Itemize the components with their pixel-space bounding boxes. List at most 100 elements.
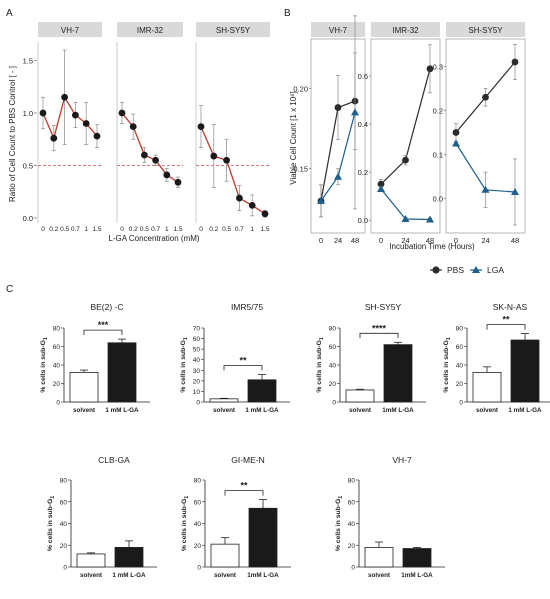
a-facet-title: IMR-32 — [137, 26, 164, 35]
c-y-axis-title: % cells in sub-G1 — [40, 337, 49, 393]
b-facet-vh-7: VH-7 0.15 0.20 0 24 48 — [293, 15, 366, 245]
c-y-tick-label: 80 — [53, 326, 61, 333]
c-chart-clb-ga: CLB-GA 0 20 40 60 80 % cells in sub-G1 solvent 1… — [47, 455, 157, 579]
c-category-label: 1mM L-GA — [382, 407, 414, 414]
a-x-tick-label: 1.5 — [173, 226, 182, 233]
legend-label: PBS — [447, 265, 464, 275]
a-data-point — [163, 171, 171, 179]
c-y-tick-label: 40 — [456, 363, 464, 370]
b-series-lga — [377, 185, 434, 223]
c-y-tick-label: 80 — [348, 478, 356, 485]
b-facet-strip — [311, 22, 365, 37]
c-category-label: solvent — [73, 407, 96, 414]
a-x-axis-title: L-GA Concentration (mM) — [108, 234, 199, 243]
a-data-point — [50, 134, 58, 142]
a-facet-strip — [196, 22, 270, 37]
c-y-tick-label: 60 — [329, 344, 337, 351]
c-y-axis-title: % cells in sub-G1 — [335, 496, 344, 552]
a-x-tick-label: 0.2 — [49, 226, 58, 233]
a-data-point — [141, 151, 148, 159]
c-chart-sh-sy5y: SH-SY5Y 0 20 40 60 80 % cells in sub-G1 solvent… — [316, 302, 426, 414]
c-bar-1-mm-l-ga — [510, 339, 540, 403]
b-y-tick-label: 0.20 — [293, 84, 308, 93]
b-y-tick-label: 0.0 — [358, 216, 368, 225]
b-facet-frame — [310, 38, 366, 234]
c-y-tick-label: 60 — [456, 344, 464, 351]
a-x-tick-label: 0.7 — [235, 226, 244, 233]
b-y-tick-label: 0.15 — [293, 165, 308, 174]
a-data-point — [152, 156, 160, 164]
c-bar-solvent — [345, 389, 375, 403]
c-bar-1mm-l-ga — [402, 548, 432, 568]
c-y-axis-title: % cells in sub-G1 — [180, 337, 189, 393]
panel-b: Viable Cell Count [1 x 10⁶] Incubation Ti… — [289, 15, 526, 275]
b-facet-title: VH-7 — [329, 26, 348, 35]
b-data-point — [511, 188, 519, 195]
a-y-tick-label: 0.5 — [23, 162, 33, 171]
c-y-tick-label: 0 — [332, 400, 336, 407]
b-y-tick-label: 0.4 — [358, 120, 368, 129]
a-x-tick-label: 0 — [41, 226, 45, 233]
c-chart-title: SH-SY5Y — [365, 302, 402, 312]
c-y-tick-label: 0 — [63, 565, 67, 572]
c-y-tick-label: 60 — [53, 344, 61, 351]
c-bar-1-mm-l-ga — [107, 342, 137, 403]
b-data-point — [334, 104, 342, 111]
c-y-tick-label: 0 — [351, 565, 355, 572]
c-category-label: solvent — [349, 407, 372, 414]
b-data-point — [377, 180, 385, 188]
c-y-tick-label: 40 — [53, 363, 61, 370]
c-chart-title: SK-N-AS — [493, 302, 528, 312]
c-bar-1mm-l-ga — [383, 344, 413, 403]
c-y-tick-label: 60 — [348, 499, 356, 506]
a-x-tick-label: 1 — [84, 226, 88, 233]
a-data-point — [72, 111, 79, 119]
c-y-tick-label: 0 — [459, 400, 463, 407]
c-y-tick-label: 40 — [329, 363, 337, 370]
b-y-tick-label: 0.6 — [358, 72, 368, 81]
c-bar-1mm-l-ga — [248, 507, 278, 568]
c-y-tick-label: 80 — [60, 478, 68, 485]
c-chart-vh-7: VH-7 0 20 40 60 80 % cells in sub-G1 solvent 1mM… — [335, 455, 445, 579]
c-y-tick-label: 80 — [456, 326, 464, 333]
b-x-tick-label: 24 — [334, 236, 342, 245]
a-data-point — [82, 120, 90, 127]
b-facet-imr-32: IMR-32 0.0 0.2 0.4 0.6 0 24 48 — [358, 22, 441, 245]
a-y-tick-label: 0.0 — [23, 214, 33, 223]
c-y-tick-label: 20 — [53, 381, 61, 388]
c-chart-imr5-75: IMR5/75 0 10 20 30 40 50 60 70 % cells in sub-G1 s… — [180, 302, 290, 414]
c-y-axis-title-subscript: 1 — [50, 496, 56, 499]
b-series-lga — [317, 15, 359, 218]
c-bar-solvent — [472, 371, 502, 403]
c-y-axis-title-subscript: 1 — [43, 337, 49, 340]
c-y-tick-label: 20 — [193, 378, 201, 385]
a-y-tick-label: 1.0 — [23, 109, 33, 118]
legend-label: LGA — [487, 265, 504, 275]
b-data-point — [334, 172, 342, 180]
a-data-point — [261, 210, 269, 218]
a-series-line — [121, 112, 179, 183]
c-y-axis-title: % cells in sub-G1 — [316, 337, 325, 393]
b-legend: PBS LGA — [430, 265, 504, 275]
c-chart-gi-me-n: GI-ME-N 0 20 40 60 80 % cells in sub-G1 solvent… — [181, 455, 291, 579]
b-facet-sh-sy5y: SH-SY5Y 0.0 0.1 0.2 0.3 0 24 48 — [433, 22, 526, 245]
c-chart-title: BE(2) -C — [90, 302, 123, 312]
b-data-point — [481, 185, 490, 193]
a-data-point — [118, 109, 126, 117]
c-y-axis-title-subscript: 1 — [183, 337, 189, 340]
a-facet-title: SH-SY5Y — [216, 26, 251, 35]
c-category-label: 1mM L-GA — [401, 572, 433, 579]
c-category-label: solvent — [213, 407, 236, 414]
c-chart-title: IMR5/75 — [231, 302, 263, 312]
a-data-point — [174, 178, 182, 186]
a-x-tick-label: 0.7 — [151, 226, 160, 233]
b-x-tick-label: 24 — [481, 236, 489, 245]
b-data-point — [317, 196, 325, 204]
c-y-tick-label: 0 — [56, 400, 60, 407]
c-chart-be-2-c: BE(2) -C 0 20 40 60 80 % cells in sub-G1 solven… — [40, 302, 150, 414]
c-y-axis-title-subscript: 1 — [446, 337, 452, 340]
c-significance-bracket — [486, 324, 526, 330]
c-y-tick-label: 0 — [197, 565, 201, 572]
c-bar-1-mm-l-ga — [114, 547, 144, 568]
